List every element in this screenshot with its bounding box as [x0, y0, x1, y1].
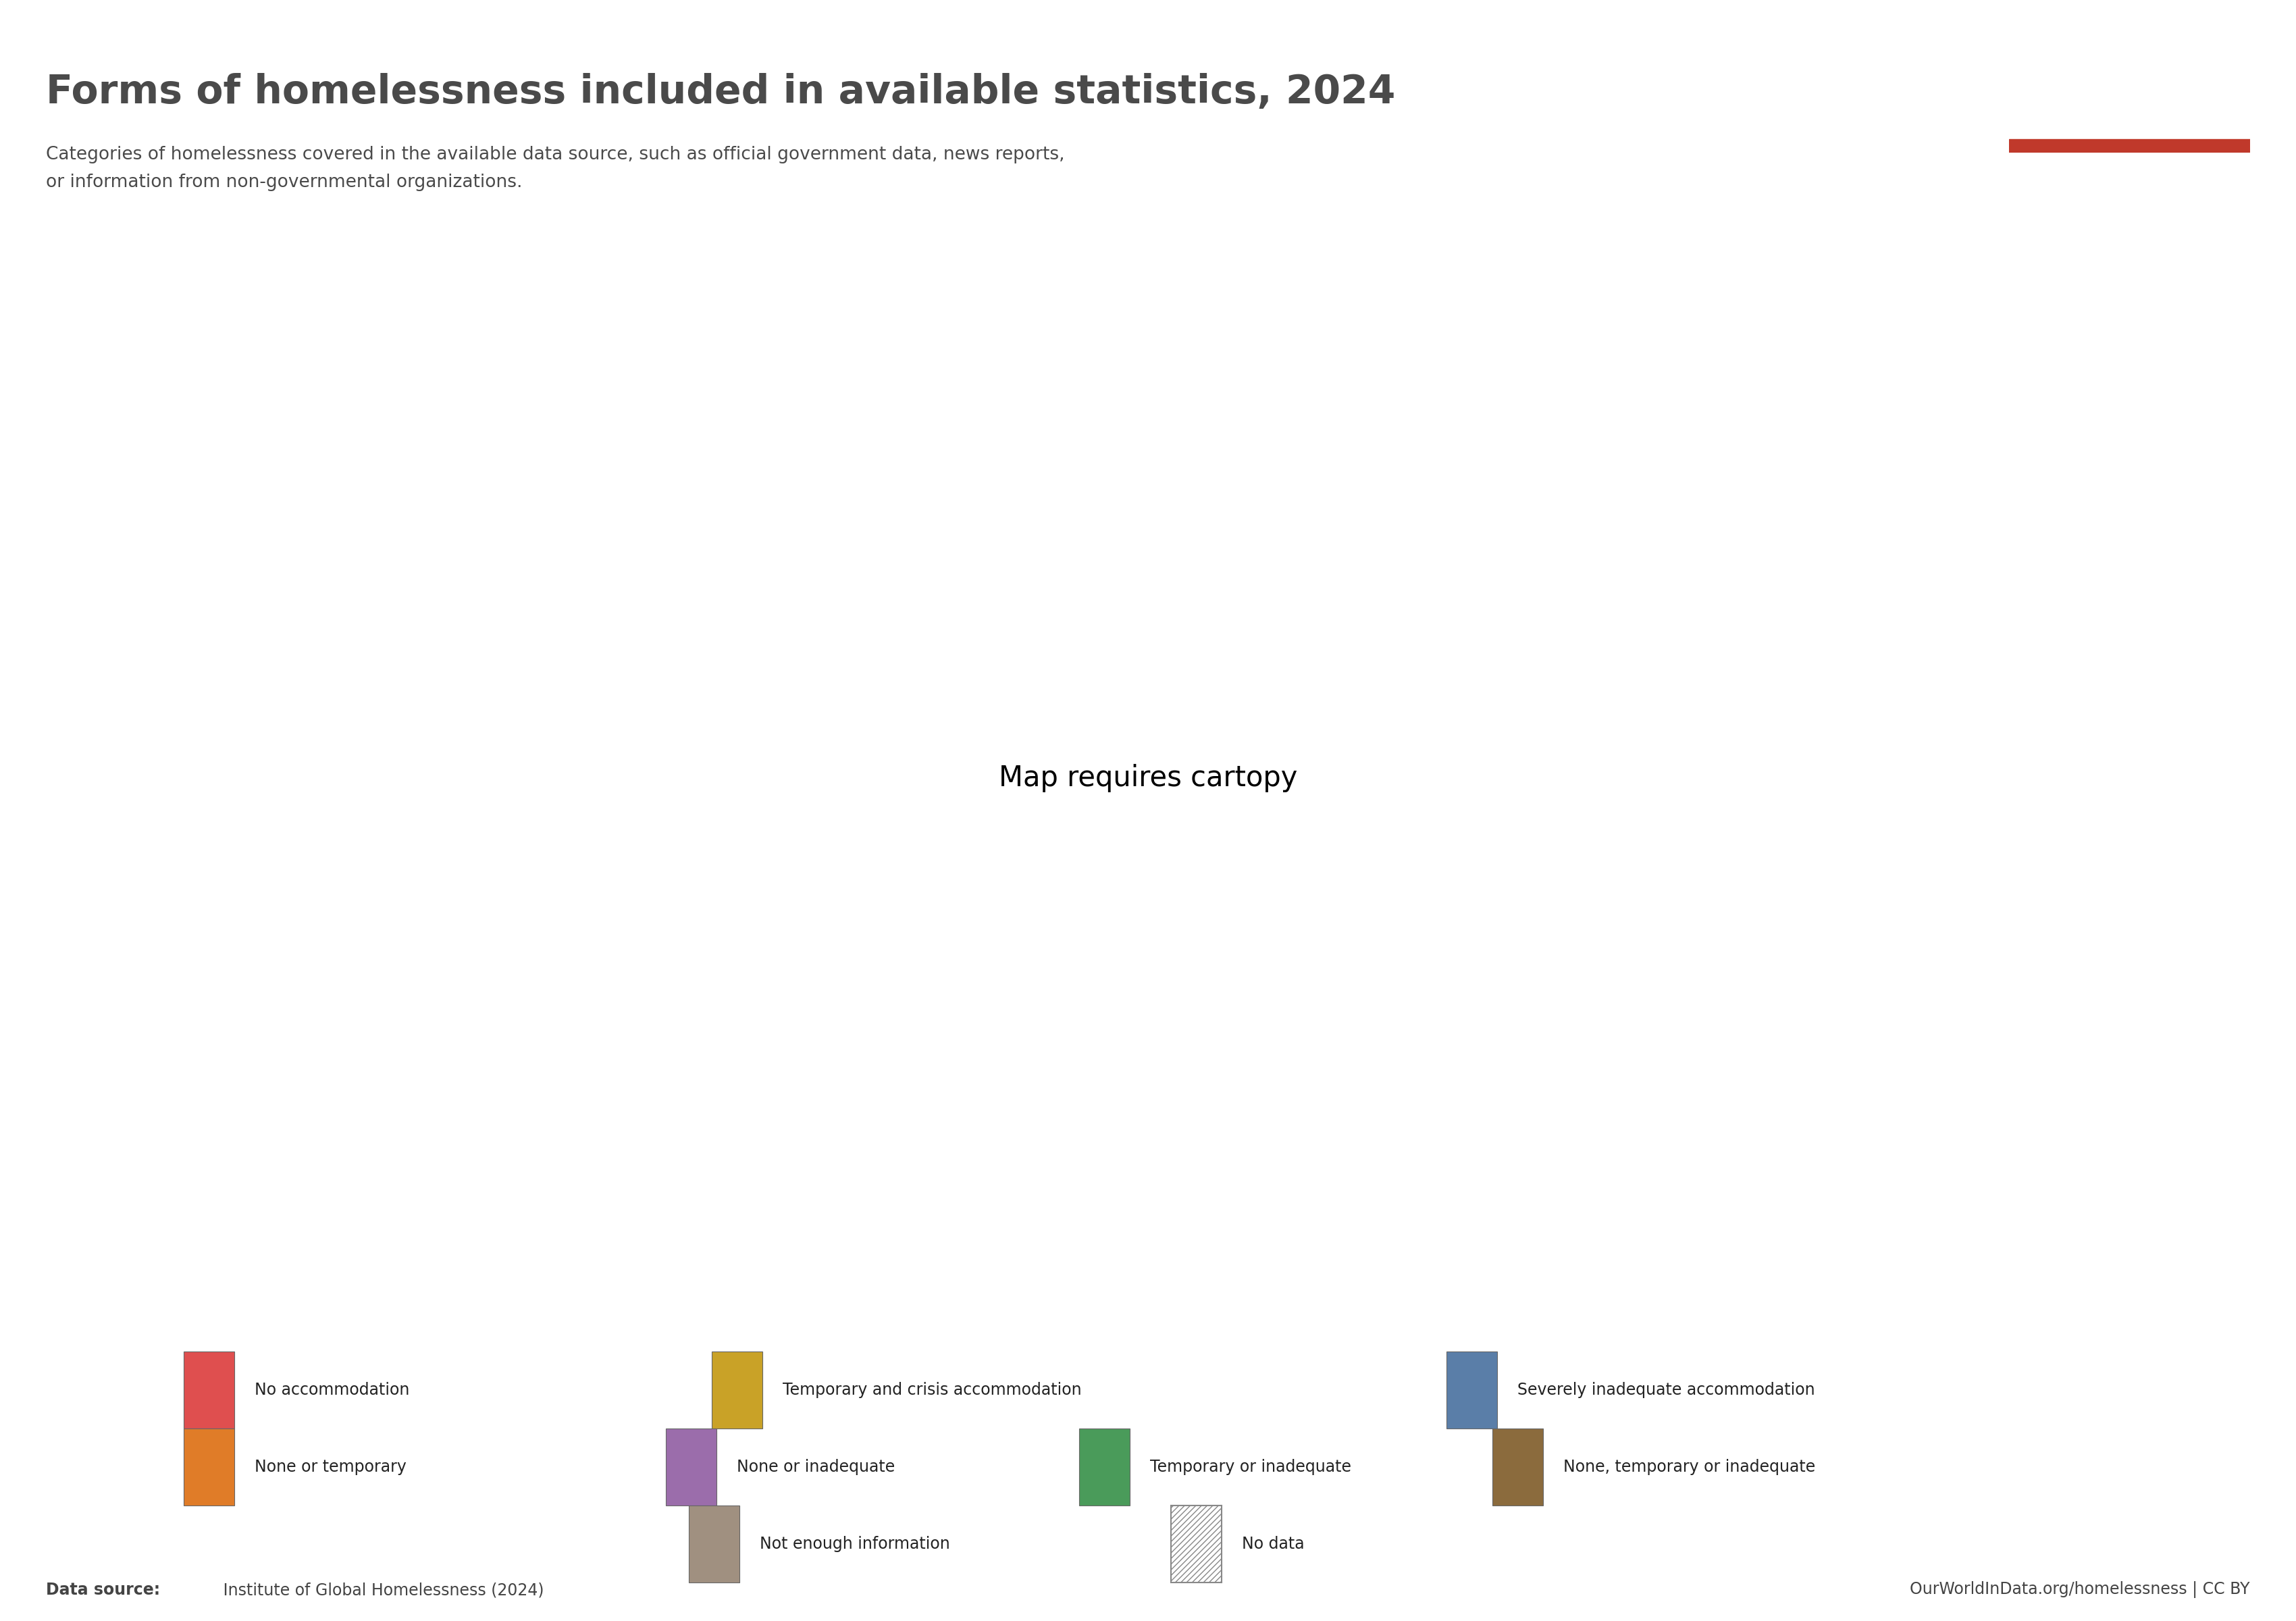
Text: No accommodation: No accommodation: [255, 1381, 409, 1397]
Text: No data: No data: [1242, 1537, 1304, 1553]
Text: Categories of homelessness covered in the available data source, such as officia: Categories of homelessness covered in th…: [46, 146, 1065, 164]
Text: Map requires cartopy: Map requires cartopy: [999, 763, 1297, 793]
FancyBboxPatch shape: [1079, 1428, 1130, 1506]
Text: Severely inadequate accommodation: Severely inadequate accommodation: [1518, 1381, 1816, 1397]
Text: or information from non-governmental organizations.: or information from non-governmental org…: [46, 173, 521, 191]
Text: Our World: Our World: [2085, 58, 2174, 75]
Text: Temporary or inadequate: Temporary or inadequate: [1150, 1459, 1352, 1475]
Bar: [2009, 139, 2250, 152]
Text: None or inadequate: None or inadequate: [737, 1459, 895, 1475]
FancyBboxPatch shape: [666, 1428, 716, 1506]
Text: OurWorldInData.org/homelessness | CC BY: OurWorldInData.org/homelessness | CC BY: [1910, 1582, 2250, 1598]
Text: Forms of homelessness included in available statistics, 2024: Forms of homelessness included in availa…: [46, 73, 1396, 112]
Text: Data source:: Data source:: [46, 1582, 161, 1598]
Text: None or temporary: None or temporary: [255, 1459, 406, 1475]
FancyBboxPatch shape: [1446, 1352, 1497, 1428]
Text: Institute of Global Homelessness (2024): Institute of Global Homelessness (2024): [218, 1582, 544, 1598]
FancyBboxPatch shape: [1171, 1506, 1221, 1582]
FancyBboxPatch shape: [712, 1352, 762, 1428]
FancyBboxPatch shape: [689, 1506, 739, 1582]
Text: in Data: in Data: [2096, 102, 2163, 118]
Text: None, temporary or inadequate: None, temporary or inadequate: [1564, 1459, 1816, 1475]
Text: Temporary and crisis accommodation: Temporary and crisis accommodation: [783, 1381, 1081, 1397]
FancyBboxPatch shape: [184, 1428, 234, 1506]
FancyBboxPatch shape: [1492, 1428, 1543, 1506]
FancyBboxPatch shape: [184, 1352, 234, 1428]
Text: Not enough information: Not enough information: [760, 1537, 951, 1553]
